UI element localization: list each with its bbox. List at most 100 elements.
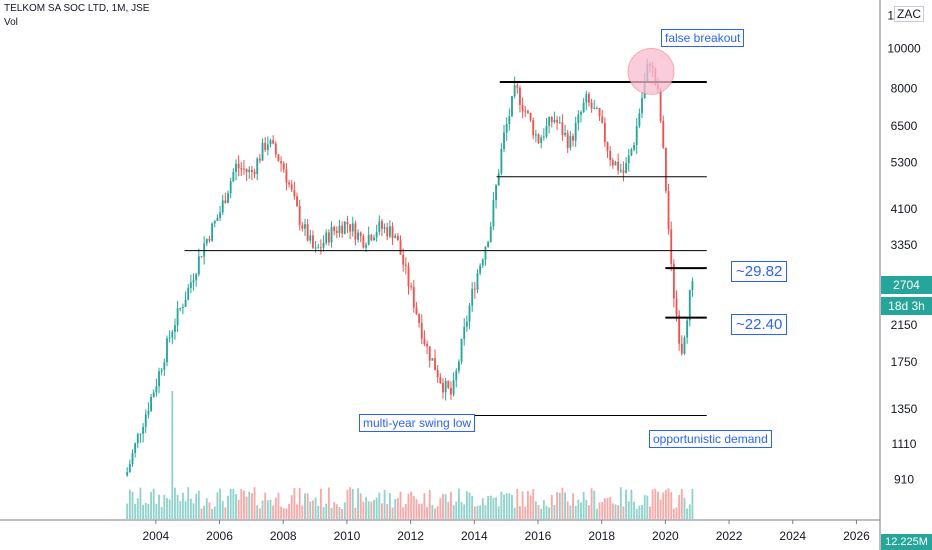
time-tick-label: 2010 (334, 529, 361, 543)
candle-body (367, 234, 370, 245)
candle-body (431, 358, 434, 361)
candle-body (293, 189, 296, 197)
volume-bar (516, 488, 519, 519)
volume-bar (357, 488, 359, 519)
candle-body (460, 338, 463, 362)
volume-bar (402, 507, 405, 519)
volume-bar (243, 490, 245, 519)
candle-body (330, 226, 333, 243)
volume-bar (455, 501, 458, 519)
volume-bar (415, 499, 418, 519)
candle-body (325, 232, 328, 243)
candle-body (245, 169, 248, 173)
volume-bar (388, 492, 391, 519)
volume-bar (529, 495, 532, 519)
candle-body (150, 396, 152, 411)
candle-body (365, 244, 367, 248)
volume-bar (383, 489, 386, 519)
candle-body (577, 114, 580, 124)
volume-bar (686, 508, 689, 519)
volume-bar (683, 497, 686, 519)
candle-body (285, 169, 288, 183)
volume-bar (431, 504, 434, 519)
volume-bar (168, 499, 171, 519)
volume-bar (545, 505, 548, 519)
candle-body (272, 140, 275, 144)
candle-body (213, 220, 216, 224)
volume-bar (630, 489, 633, 519)
candle-body (322, 242, 325, 248)
candle-body (158, 371, 160, 387)
time-tick-label: 2022 (716, 529, 743, 543)
volume-bar (404, 503, 407, 519)
candle-body (174, 325, 176, 332)
candle-body (412, 286, 415, 308)
candle-body (317, 247, 320, 249)
candle-body (487, 241, 490, 247)
candle-body (418, 314, 421, 323)
candle-body (192, 280, 195, 283)
price-tick-label: 1750 (891, 355, 918, 369)
candle-body (189, 282, 192, 288)
volume-bar (580, 502, 582, 519)
volume-bar (187, 487, 190, 519)
candle-body (619, 170, 622, 172)
volume-bar (553, 504, 556, 519)
volume-bar (569, 505, 572, 519)
volume-bar (662, 492, 665, 519)
volume-bar (221, 501, 224, 519)
candle-body (197, 256, 200, 275)
candle-body (614, 161, 617, 166)
candle-body (333, 226, 336, 231)
candle-body (442, 383, 444, 393)
candle-body (439, 377, 442, 384)
candle-body (211, 223, 214, 241)
candle-body (243, 168, 245, 170)
candle-body (465, 321, 468, 327)
volume-bar (211, 508, 214, 519)
currency-label[interactable]: ZAC (894, 6, 924, 22)
candle-body (216, 217, 219, 221)
candle-body (184, 299, 187, 308)
volume-bar (354, 507, 357, 519)
candle-body (205, 238, 208, 244)
candle-body (280, 161, 283, 164)
candle-body (370, 234, 373, 241)
volume-bar (147, 503, 150, 519)
candle-body (680, 343, 683, 354)
candle-body (309, 235, 312, 241)
candle-body (688, 290, 691, 321)
volume-bar (556, 492, 559, 519)
candle-body (524, 110, 527, 112)
volume-bar (325, 503, 328, 519)
candle-body (253, 172, 256, 174)
volume-bar (229, 489, 232, 519)
candle-body (606, 141, 609, 151)
candle-body (179, 307, 182, 309)
candle-body (426, 343, 428, 347)
candle-body (415, 307, 418, 315)
volume-bar (646, 495, 649, 519)
volume-bar (603, 498, 606, 519)
candle-body (574, 123, 577, 141)
volume-bar (359, 493, 362, 519)
volume-bar (670, 492, 673, 519)
volume-bar (293, 488, 296, 519)
candle-body (526, 110, 529, 113)
volume-bar (319, 488, 322, 519)
candle-body (341, 225, 344, 234)
candle-body (139, 433, 142, 435)
volume-bar (304, 493, 306, 519)
time-tick-label: 2004 (142, 529, 169, 543)
false-breakout-label: false breakout (661, 29, 745, 47)
price-tick-label: 5300 (891, 156, 918, 170)
volume-bar (139, 487, 142, 519)
volume-bar (240, 488, 243, 519)
candle-body (327, 232, 330, 243)
volume-bar (524, 506, 527, 519)
candle-body (181, 307, 184, 309)
candle-body (630, 149, 633, 156)
volume-bar (537, 505, 540, 519)
volume-bar (333, 502, 336, 519)
